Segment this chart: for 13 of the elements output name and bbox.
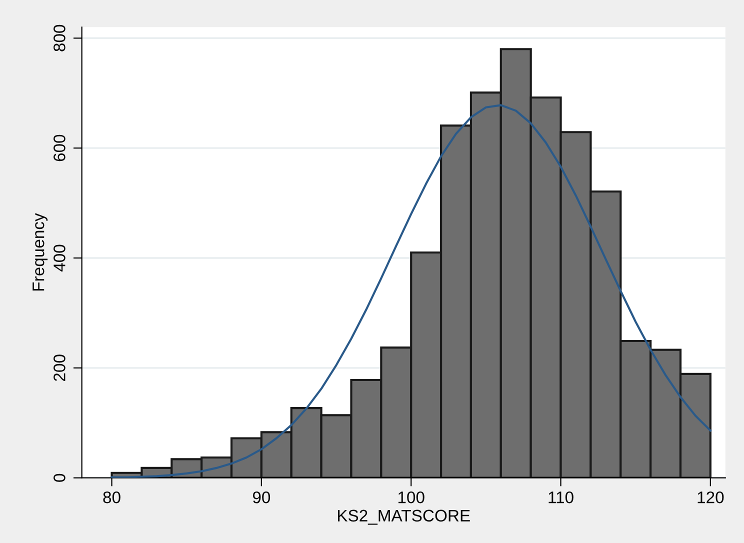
y-tick-label: 400 xyxy=(54,244,66,272)
x-tick-label: 100 xyxy=(398,491,424,504)
y-axis-title: Frequency xyxy=(32,213,48,290)
y-tick-label: 200 xyxy=(54,354,66,381)
y-tick-label: 0 xyxy=(54,474,66,482)
y-tick-label: 600 xyxy=(54,134,66,162)
x-tick-label: 110 xyxy=(548,491,574,504)
line-series xyxy=(110,104,712,478)
x-axis-title: KS2_MATSCORE xyxy=(338,510,470,525)
x-tick-label: 80 xyxy=(103,491,120,504)
x-tick-label: 90 xyxy=(252,491,270,504)
y-tick-label: 800 xyxy=(54,24,66,52)
x-tick-label: 120 xyxy=(698,491,724,504)
